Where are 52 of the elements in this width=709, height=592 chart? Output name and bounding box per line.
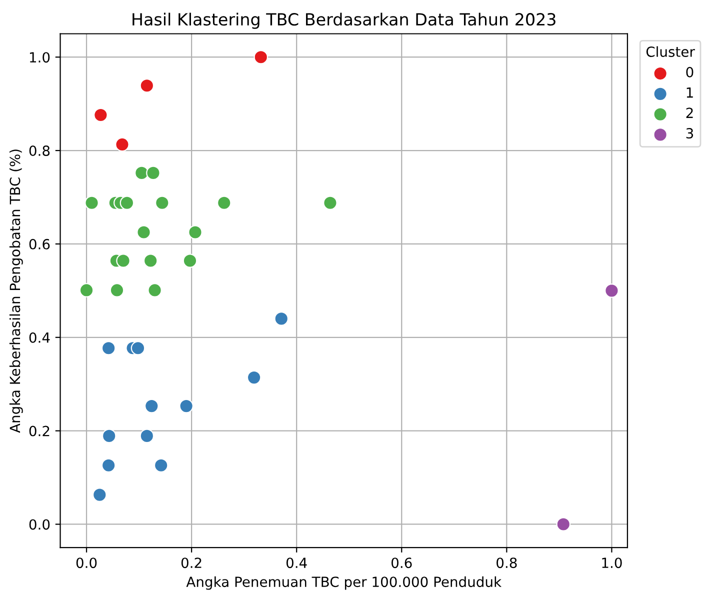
point [92,488,107,502]
x-axis-title: Angka Penemuan TBC per 100.000 Penduduk [186,576,502,590]
point [246,370,262,385]
y-tick-label: 0.8 [29,146,50,156]
point [130,340,146,356]
x-tick-label: 0.2 [181,558,202,568]
point [146,166,160,180]
x-tick-label: 0.4 [286,558,307,568]
y-tick-label: 1.0 [30,52,50,63]
point [115,137,130,152]
y-axis-title: Angka Keberhasilan Pengobatan TBC (%) [9,150,23,433]
y-tick-label: 0.4 [29,332,50,343]
point [182,254,198,268]
point [148,283,162,298]
point [155,196,170,210]
x-tick-label: 0.6 [392,558,412,568]
x-tick-label: 0.8 [496,558,517,568]
point [144,398,159,414]
point [274,312,289,326]
point [143,254,158,268]
point [102,428,116,444]
point [323,196,338,210]
point [140,78,154,93]
x-tick-label: 0.0 [76,558,97,568]
point [134,166,149,180]
point [101,340,116,356]
point [84,196,99,210]
y-tick-label: 0.2 [29,426,50,436]
point [556,517,571,532]
point [116,254,130,268]
point [179,398,194,414]
legend-label: 2 [686,108,693,118]
point [101,458,116,473]
point [136,225,151,240]
point [254,50,268,64]
point [188,225,202,240]
point [140,428,154,444]
y-tick-label: 0.0 [29,519,50,530]
point [94,108,108,122]
point [604,284,619,298]
point [79,283,94,298]
x-tick-label: 1.0 [602,558,622,568]
point [110,283,124,298]
legend-label: 0 [686,66,694,78]
legend-label: 1 [686,87,693,98]
legend-title: Cluster [646,46,695,57]
point [154,458,168,473]
y-tick-label: 0.6 [29,238,50,250]
point [216,196,232,210]
legend-label: 3 [686,128,694,139]
chart-title: Hasil Klastering TBC Berdasarkan Data Tahun 2023 [132,12,556,29]
point [120,196,134,210]
